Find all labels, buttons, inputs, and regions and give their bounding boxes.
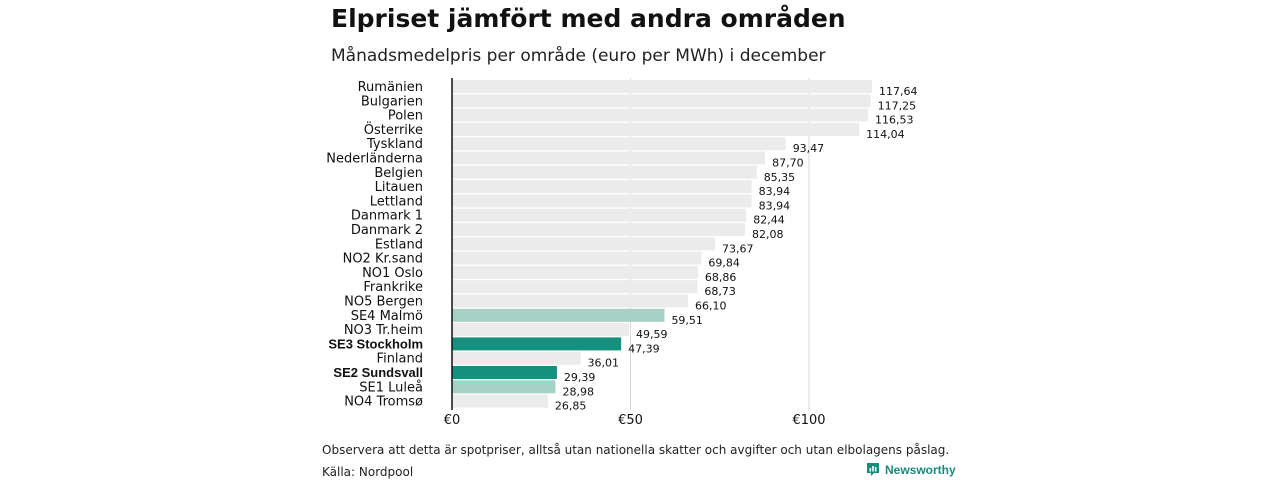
bar-se4-malm- [452,308,665,322]
bar-rum-nien [452,80,872,93]
bars [452,80,872,408]
value-label: 117,64 [879,85,918,98]
value-label: 66,10 [695,300,727,313]
value-label: 117,25 [878,99,917,112]
bar-litauen [452,180,752,194]
chart-subtitle: Månadsmedelpris per område (euro per MWh… [331,46,826,66]
bar-estland [452,237,716,251]
value-labels: 117,64117,25116,53114,0493,4787,7085,358… [555,85,918,413]
value-label: 68,73 [704,285,736,298]
category-label: NO3 Tr.heim [344,323,423,338]
category-label: Lettland [370,194,423,209]
value-label: 82,44 [753,214,785,227]
chart-title: Elpriset jämfört med andra områden [331,4,846,33]
bar-se3-stockholm [452,337,622,351]
value-label: 49,59 [636,328,668,341]
x-axis: €0 €50 €100 [444,78,826,428]
value-label: 69,84 [708,257,740,270]
category-label: Nederländerna [326,152,423,167]
category-label: SE3 Stockholm [328,336,423,351]
category-label: Polen [388,109,423,124]
value-label: 83,94 [759,199,791,212]
category-label: SE2 Sundsvall [333,365,423,380]
bar-se2-sundsvall [452,366,557,379]
brand-logo: Newsworthy [866,462,956,477]
category-label: Bulgarien [361,94,423,109]
bar-no5-bergen [452,294,688,308]
value-label: 26,85 [555,400,587,413]
value-label: 116,53 [875,114,914,127]
value-label: 114,04 [866,128,905,141]
bar-belgien [452,165,757,179]
category-label: Estland [375,237,423,252]
category-label: Rumänien [358,80,423,95]
value-label: 68,86 [705,271,737,284]
x-tick-label: €0 [444,413,461,428]
bar-chart: RumänienBulgarienPolenÖsterrikeTysklandN… [326,78,918,428]
category-label: NO4 Tromsø [344,395,423,410]
category-label: Litauen [375,180,423,195]
category-label: SE4 Malmö [351,309,423,324]
category-label: Frankrike [363,280,423,295]
bar-se1-lule- [452,380,556,394]
category-label: NO5 Bergen [344,295,423,310]
source-note: Källa: Nordpool [322,465,414,479]
value-label: 82,08 [752,228,784,241]
category-label: Tyskland [366,137,423,152]
bar-polen [452,108,869,122]
bar-frankrike [452,280,698,294]
newsworthy-logo-icon [867,463,879,476]
value-label: 28,98 [562,385,594,398]
value-label: 59,51 [671,314,703,327]
category-label: SE1 Luleå [359,380,423,395]
category-label: Österrike [364,121,423,138]
category-label: NO2 Kr.sand [343,252,423,267]
bar-no1-oslo [452,265,698,279]
value-label: 85,35 [764,171,796,184]
category-label: Danmark 1 [351,209,423,224]
value-label: 73,67 [722,242,754,255]
value-label: 93,47 [793,142,825,155]
category-label: NO1 Oslo [362,266,423,281]
bar-bulgarien [452,94,871,108]
category-label: Belgien [374,166,423,181]
bar-lettland [452,194,752,208]
bar-danmark-1 [452,208,747,222]
bar-no2-kr-sand [452,251,702,265]
bar-danmark-2 [452,223,746,236]
bar--sterrike [452,122,860,136]
category-label: Danmark 2 [351,223,423,238]
bar-nederl-nderna [452,151,766,165]
bar-no4-troms- [452,394,548,408]
footnote: Observera att detta är spotpriser, allts… [322,443,950,457]
value-label: 83,94 [759,185,791,198]
category-labels: RumänienBulgarienPolenÖsterrikeTysklandN… [326,80,423,410]
value-label: 29,39 [564,371,596,384]
x-tick-label: €50 [618,413,643,428]
x-tick-label: €100 [792,413,825,428]
bar-finland [452,351,581,365]
category-label: Finland [377,352,423,367]
value-label: 87,70 [772,157,804,170]
value-label: 47,39 [628,342,660,355]
brand-name: Newsworthy [885,462,956,477]
bar-no3-tr-heim [452,323,630,337]
value-label: 36,01 [588,357,620,370]
bar-tyskland [452,137,786,151]
